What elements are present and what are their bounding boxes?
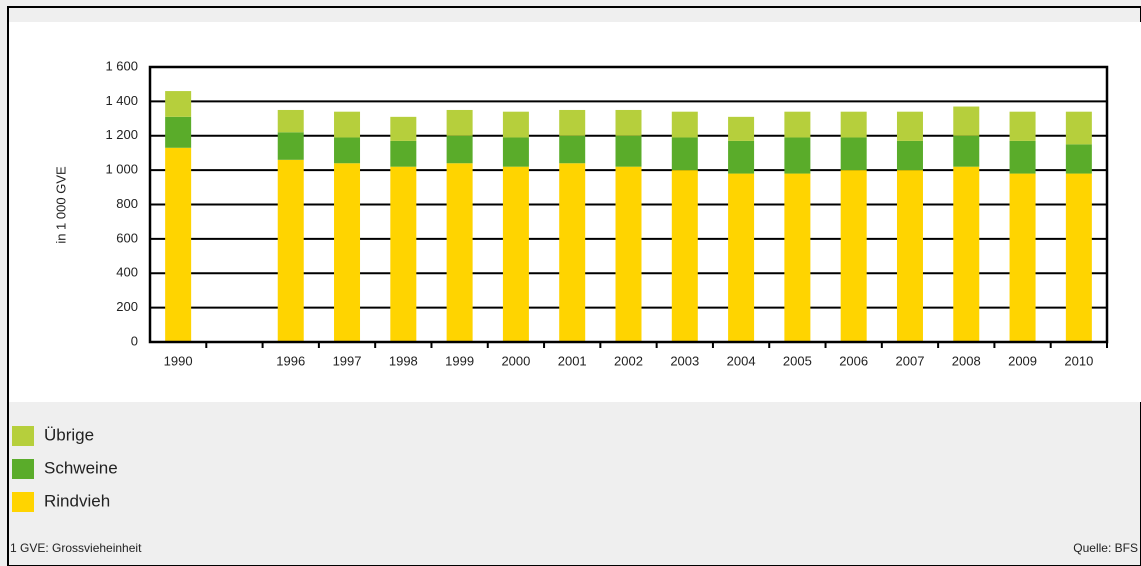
bar-segment — [165, 147, 192, 342]
y-tick-label: 0 — [131, 333, 138, 348]
bar-segment — [953, 106, 980, 136]
bar-segment — [559, 163, 586, 342]
y-tick-label: 600 — [116, 230, 138, 245]
y-tick-label: 1 600 — [105, 58, 138, 73]
bar-segment — [615, 135, 642, 167]
bar-segment — [728, 116, 755, 141]
x-tick-label: 1997 — [333, 353, 362, 368]
y-tick-label: 400 — [116, 265, 138, 280]
plot-frame — [148, 65, 1109, 344]
bar-segment — [840, 111, 867, 138]
bar-segment — [728, 140, 755, 174]
bar-segment — [390, 116, 417, 141]
bar-segment — [502, 137, 529, 167]
bar-segment — [615, 166, 642, 342]
bar-segment — [1065, 144, 1092, 174]
bar-segment — [446, 135, 473, 164]
x-tick-label: 2010 — [1064, 353, 1093, 368]
bar-segment — [615, 109, 642, 136]
legend-swatch — [12, 426, 34, 446]
bar-segment — [277, 132, 304, 160]
bar-segment — [165, 116, 192, 148]
bar-segment — [334, 163, 361, 342]
bar-segment — [840, 137, 867, 171]
bar-segment — [559, 135, 586, 164]
bar-segment — [1009, 140, 1036, 174]
bar-segment — [334, 111, 361, 138]
bar-segment — [784, 111, 811, 138]
bar-segment — [953, 135, 980, 167]
x-tick-label: 2003 — [670, 353, 699, 368]
x-tick-label: 2007 — [896, 353, 925, 368]
bar-segment — [334, 137, 361, 164]
x-tick-label: 1990 — [164, 353, 193, 368]
bar-segment — [502, 111, 529, 138]
footnote: 1 GVE: Grossvieheinheit — [10, 541, 142, 555]
x-tick-label: 2006 — [839, 353, 868, 368]
x-tick-label: 1996 — [276, 353, 305, 368]
legend-label: Schweine — [44, 458, 118, 477]
bar-segment — [502, 166, 529, 342]
bar-segment — [671, 111, 698, 138]
y-tick-label: 1 400 — [105, 93, 138, 108]
bar-segment — [559, 109, 586, 136]
bar-segment — [784, 137, 811, 174]
bar-segment — [728, 173, 755, 342]
x-tick-label: 2005 — [783, 353, 812, 368]
legend-swatch — [12, 459, 34, 479]
bar-segment — [896, 140, 923, 171]
x-tick-label: 2002 — [614, 353, 643, 368]
bar-segment — [1009, 173, 1036, 342]
bar-segment — [896, 111, 923, 141]
x-tick-label: 2008 — [952, 353, 981, 368]
bar-segment — [446, 109, 473, 136]
bar-segment — [390, 166, 417, 342]
bar-segment — [953, 166, 980, 342]
bar-segment — [1065, 111, 1092, 145]
x-tick-label: 2000 — [501, 353, 530, 368]
legend-label: Rindvieh — [44, 491, 110, 510]
bar-segment — [277, 109, 304, 133]
source: Quelle: BFS — [1073, 541, 1138, 555]
bar-segment — [390, 140, 417, 167]
bar-segment — [840, 170, 867, 342]
x-tick-label: 2004 — [727, 353, 756, 368]
bar-segment — [165, 91, 192, 117]
bar-segment — [1009, 111, 1036, 141]
bar-segment — [277, 159, 304, 342]
x-tick-label: 2009 — [1008, 353, 1037, 368]
y-tick-label: 800 — [116, 196, 138, 211]
bar-segment — [896, 170, 923, 342]
bar-segment — [446, 163, 473, 342]
y-tick-label: 1 200 — [105, 127, 138, 142]
y-tick-label: 1 000 — [105, 162, 138, 177]
bar-segment — [671, 137, 698, 171]
y-tick-label: 200 — [116, 299, 138, 314]
x-tick-label: 2001 — [558, 353, 587, 368]
bar-segment — [671, 170, 698, 342]
x-tick-label: 1999 — [445, 353, 474, 368]
bar-segment — [784, 173, 811, 342]
x-tick-label: 1998 — [389, 353, 418, 368]
legend-swatch — [12, 492, 34, 512]
legend-label: Übrige — [44, 425, 94, 444]
bar-segment — [1065, 173, 1092, 342]
y-axis-label: in 1 000 GVE — [53, 166, 68, 244]
